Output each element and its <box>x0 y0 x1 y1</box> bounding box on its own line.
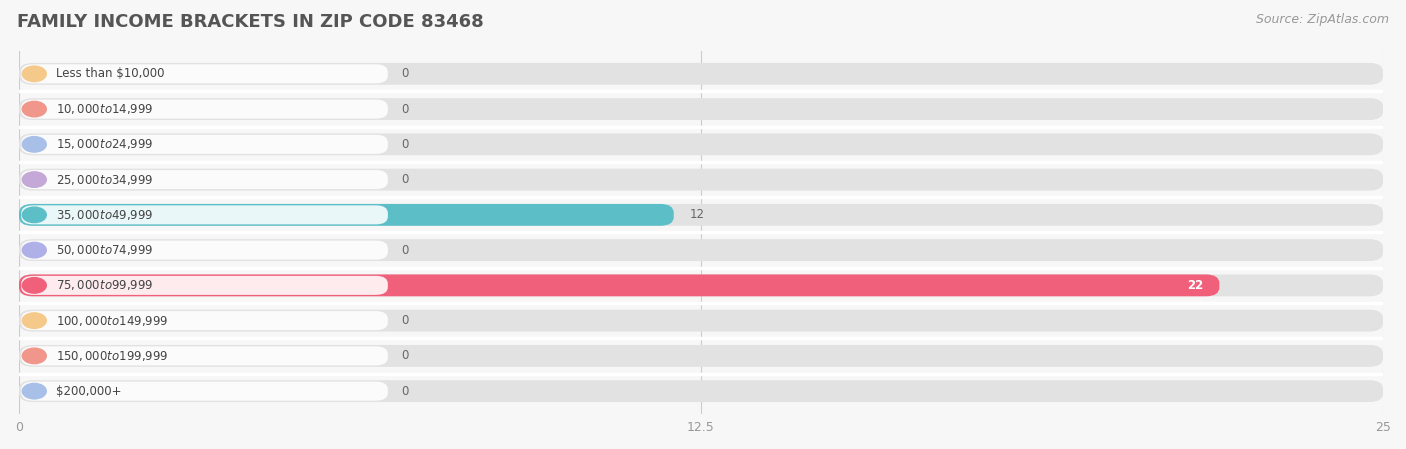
Circle shape <box>22 313 46 328</box>
FancyBboxPatch shape <box>21 346 388 365</box>
Text: 0: 0 <box>401 244 408 257</box>
FancyBboxPatch shape <box>20 169 1384 190</box>
FancyBboxPatch shape <box>20 204 673 226</box>
Circle shape <box>22 348 46 364</box>
Text: $10,000 to $14,999: $10,000 to $14,999 <box>56 102 153 116</box>
FancyBboxPatch shape <box>20 345 1384 367</box>
FancyBboxPatch shape <box>21 170 388 189</box>
FancyBboxPatch shape <box>20 310 1384 331</box>
Text: $100,000 to $149,999: $100,000 to $149,999 <box>56 314 169 328</box>
Text: 0: 0 <box>401 314 408 327</box>
FancyBboxPatch shape <box>21 382 388 401</box>
Text: Less than $10,000: Less than $10,000 <box>56 67 165 80</box>
Circle shape <box>22 172 46 187</box>
FancyBboxPatch shape <box>21 276 388 295</box>
FancyBboxPatch shape <box>20 239 1384 261</box>
Text: $15,000 to $24,999: $15,000 to $24,999 <box>56 137 153 151</box>
Text: 0: 0 <box>401 349 408 362</box>
Circle shape <box>22 242 46 258</box>
FancyBboxPatch shape <box>21 135 388 154</box>
Circle shape <box>22 101 46 117</box>
Circle shape <box>22 277 46 293</box>
FancyBboxPatch shape <box>21 100 388 119</box>
Text: 0: 0 <box>401 385 408 398</box>
FancyBboxPatch shape <box>20 274 1384 296</box>
Text: 0: 0 <box>401 67 408 80</box>
Circle shape <box>22 383 46 399</box>
Text: 0: 0 <box>401 102 408 115</box>
Text: 22: 22 <box>1187 279 1204 292</box>
Text: $35,000 to $49,999: $35,000 to $49,999 <box>56 208 153 222</box>
FancyBboxPatch shape <box>21 241 388 260</box>
FancyBboxPatch shape <box>20 63 1384 85</box>
Circle shape <box>22 66 46 82</box>
Text: Source: ZipAtlas.com: Source: ZipAtlas.com <box>1256 13 1389 26</box>
Text: $75,000 to $99,999: $75,000 to $99,999 <box>56 278 153 292</box>
Text: 0: 0 <box>401 173 408 186</box>
FancyBboxPatch shape <box>20 133 1384 155</box>
FancyBboxPatch shape <box>21 205 388 224</box>
FancyBboxPatch shape <box>21 64 388 84</box>
FancyBboxPatch shape <box>20 274 1219 296</box>
Text: $200,000+: $200,000+ <box>56 385 121 398</box>
Text: 12: 12 <box>690 208 706 221</box>
Text: FAMILY INCOME BRACKETS IN ZIP CODE 83468: FAMILY INCOME BRACKETS IN ZIP CODE 83468 <box>17 13 484 31</box>
FancyBboxPatch shape <box>20 380 1384 402</box>
Text: $50,000 to $74,999: $50,000 to $74,999 <box>56 243 153 257</box>
Text: $150,000 to $199,999: $150,000 to $199,999 <box>56 349 169 363</box>
Text: 0: 0 <box>401 138 408 151</box>
FancyBboxPatch shape <box>21 311 388 330</box>
Circle shape <box>22 136 46 152</box>
FancyBboxPatch shape <box>20 204 1384 226</box>
FancyBboxPatch shape <box>20 98 1384 120</box>
Circle shape <box>22 207 46 223</box>
Text: $25,000 to $34,999: $25,000 to $34,999 <box>56 172 153 187</box>
